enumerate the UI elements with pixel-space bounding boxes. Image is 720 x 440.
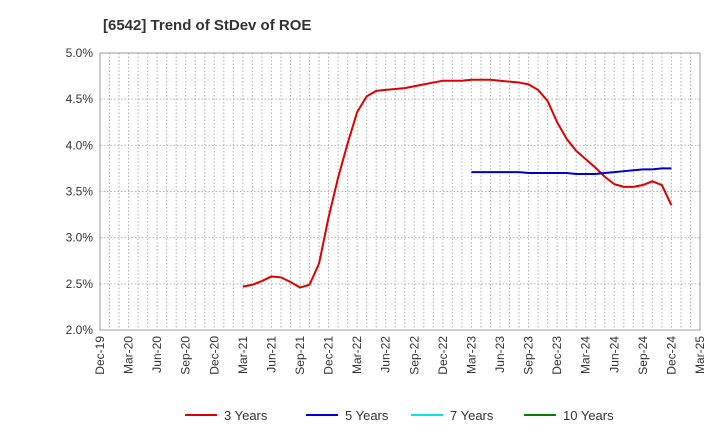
x-tick-label: Sep-23 [522,336,536,375]
x-axis: Dec-19 Mar-20 Jun-20 Sep-20 Dec-20 Mar-21 Jun-… [93,336,707,375]
x-tick-label: Jun-22 [379,336,393,373]
x-tick-label: Sep-21 [293,336,307,375]
x-tick-label: Dec-19 [93,336,107,375]
y-tick-label: 4.0% [66,138,94,152]
x-tick-label: Mar-22 [350,336,364,374]
x-tick-label: Mar-21 [236,336,250,374]
chart-title: [6542] Trend of StDev of ROE [103,17,311,34]
x-tick-label: Dec-21 [322,336,336,375]
x-tick-label: Jun-20 [150,336,164,373]
series-line [242,78,673,289]
legend: 3 Years 5 Years 7 Years 10 Years [185,408,614,423]
grid [100,53,700,330]
x-tick-label: Dec-20 [207,336,221,375]
x-tick-label: Dec-22 [436,336,450,375]
x-tick-label: Jun-21 [264,336,278,373]
x-tick-label: Sep-22 [407,336,421,375]
plot-area [99,52,701,331]
x-tick-label: Mar-20 [122,336,136,374]
legend-label: 7 Years [450,408,494,423]
y-tick-label: 2.5% [66,277,94,291]
x-tick-label: Jun-23 [493,336,507,373]
y-tick-label: 3.5% [66,185,94,199]
x-tick-label: Jun-24 [607,336,621,373]
x-tick-label: Dec-24 [664,336,678,375]
x-tick-label: Sep-20 [179,336,193,375]
y-tick-label: 4.5% [66,92,94,106]
y-tick-label: 3.0% [66,231,94,245]
legend-label: 3 Years [224,408,268,423]
y-tick-label: 5.0% [66,46,94,60]
x-tick-label: Mar-25 [693,336,707,374]
x-tick-label: Dec-23 [550,336,564,375]
series-lines [242,78,673,289]
x-tick-label: Sep-24 [636,336,650,375]
y-tick-label: 2.0% [66,323,94,337]
y-axis: 2.0% 2.5% 3.0% 3.5% 4.0% 4.5% 5.0% [66,46,94,337]
series-line [471,167,672,175]
x-tick-label: Mar-24 [579,336,593,374]
legend-label: 5 Years [345,408,389,423]
x-tick-label: Mar-23 [464,336,478,374]
legend-label: 10 Years [563,408,614,423]
